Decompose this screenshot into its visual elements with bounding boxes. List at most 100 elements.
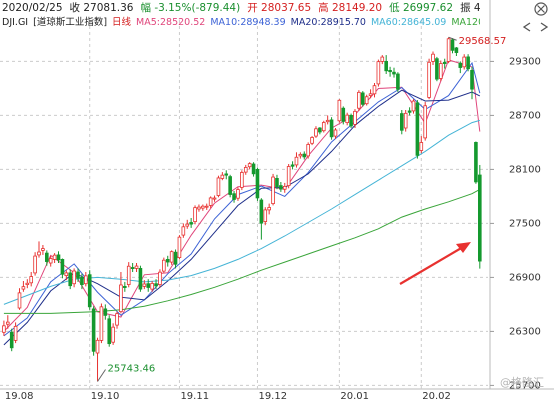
candle-body [407,110,412,113]
watermark: @格隆汇 [500,375,544,389]
candle-body [99,306,104,341]
candle-body [103,308,108,316]
min-pointer [97,369,106,382]
candle-body [442,61,447,64]
candle-body [290,164,295,167]
candle-body [251,163,256,175]
candle-body [423,105,427,139]
candle-body [384,61,388,72]
grid [0,20,494,389]
candle-body [45,252,49,262]
labels: 25700 26300 26900 27500 28100 28700 29300 19.08… [5,36,541,402]
prev-icon[interactable] [522,22,531,32]
candle-body [181,226,186,236]
y-tick-label: 29300 [509,56,541,67]
x-tick-label: 19.12 [258,391,287,402]
candle-body [286,166,291,187]
max-label: 29568.57 [459,36,507,47]
candle-body [333,129,338,137]
candle-body [119,284,123,312]
candle-body [212,197,217,200]
candle-body [368,93,373,97]
candle-body [37,251,41,256]
candle-body [321,122,326,132]
candle-body [72,270,76,285]
quote-field: 2020/02/25 [2,2,63,14]
candle-body [33,255,37,274]
candle-body [146,283,151,288]
candle-body [232,193,236,200]
index-name: [道琼斯工业指数] [33,17,108,28]
candle-body [134,265,139,269]
close-icon[interactable] [534,2,548,16]
candle-body [142,283,147,287]
candle-body [80,276,84,285]
candle-body [364,96,369,105]
candle-body [419,142,424,151]
candle-body [13,325,18,341]
candle-body [349,115,353,127]
candle-body [279,185,283,190]
quote-field: 幅 -3.15%(-879.44) [140,2,241,14]
candle-body [208,197,213,206]
next-icon[interactable] [540,22,549,32]
x-tick-label: 19.08 [5,391,34,402]
candle-body [341,107,346,122]
candle-body [48,258,53,264]
candle-body [220,174,225,179]
candle-body [107,318,112,345]
toolbar[interactable] [522,2,549,32]
candle-body [76,271,80,279]
candle-body [243,167,248,173]
candle-body [275,177,279,187]
candle-body [165,258,170,263]
candle-body [357,91,361,109]
ma-lines [3,59,481,346]
candle-body [325,119,330,123]
candle-body [306,144,310,157]
candle-body [204,205,209,208]
candle-body [271,176,275,205]
candle-body [314,128,318,137]
candle-body [29,276,34,284]
candle-body [294,156,299,166]
candle-body [138,267,143,290]
ma-line [3,59,481,332]
candle-body [21,286,26,290]
candle-body [84,275,88,285]
quote-field: 高 28149.20 [318,2,383,14]
x-tick-label: 19.11 [180,391,209,402]
ma-line [3,89,481,346]
candle-body [259,199,264,224]
candle-body [298,153,303,157]
candle-body [224,173,229,176]
candle-body [173,251,178,265]
candle-body [470,70,474,90]
candle-body [25,282,30,286]
legend-entry: MA60:28645.09 [370,17,447,28]
candle-body [431,53,435,62]
candle-body [228,176,232,195]
candle-body [162,259,166,272]
annotation-arrow [399,246,464,285]
candle-body [388,70,392,73]
candle-body [435,58,439,80]
y-tick-label: 27500 [509,218,541,229]
candle-body [169,251,174,263]
candle-body [91,308,96,352]
candle-body [255,168,260,199]
candle-body [9,331,14,349]
candle-body [126,265,131,285]
candle-body [450,39,455,51]
candle-body [399,113,404,131]
legend-entry: MA20:28915.70 [290,17,366,28]
candle-body [87,274,92,308]
candle-body [263,209,268,222]
candle-body [392,71,396,75]
annotation-arrowhead [456,242,471,253]
x-tick-label: 19.10 [91,391,120,402]
quote-field: 收 27081.36 [69,2,134,14]
candle-body [68,272,73,287]
candle-body [17,292,22,309]
candle-body [458,62,463,68]
